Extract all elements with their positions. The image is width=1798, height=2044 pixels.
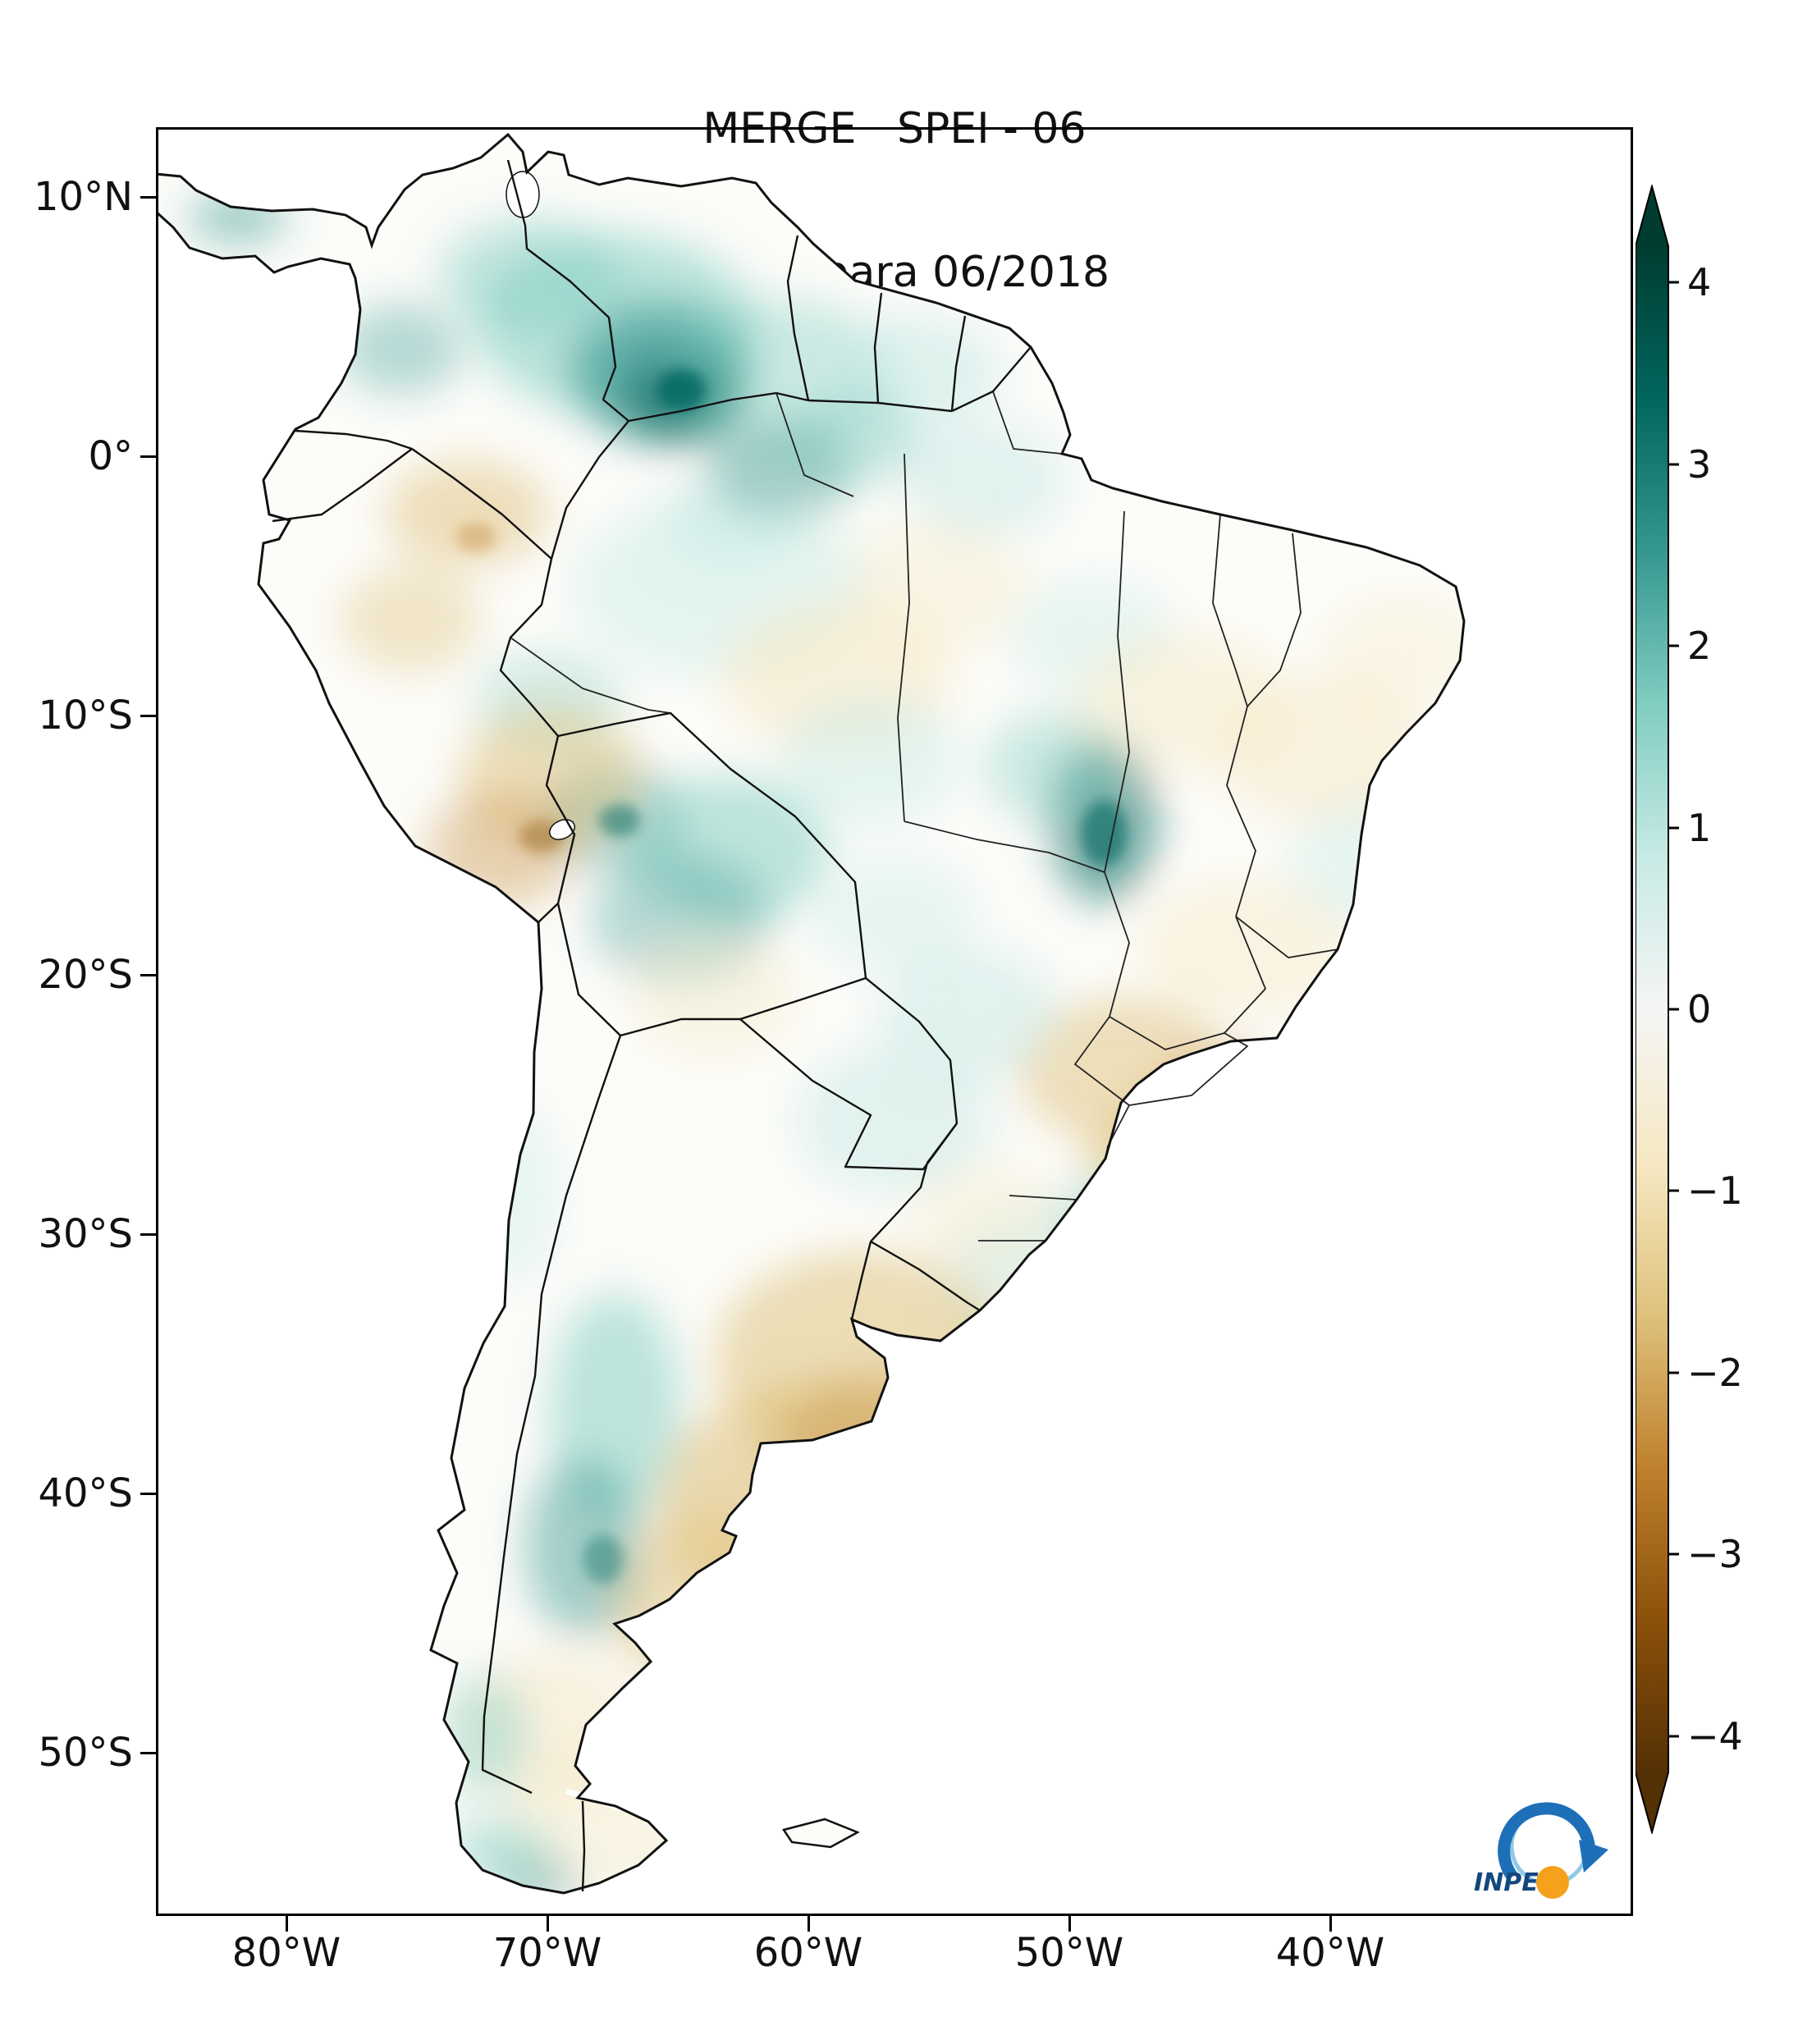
colorbar-tick-label: 2: [1687, 624, 1712, 668]
inpe-logo: INPE: [1467, 1799, 1625, 1907]
x-tick-mark: [1329, 1916, 1332, 1932]
y-tick-label: 10°N: [34, 174, 133, 220]
colorbar-tick-label: −3: [1687, 1532, 1743, 1576]
x-tick-mark: [286, 1916, 288, 1932]
x-tick-label: 60°W: [753, 1930, 863, 1976]
x-tick-label: 40°W: [1275, 1930, 1385, 1976]
y-tick-mark: [140, 196, 156, 199]
y-tick-label: 30°S: [38, 1211, 133, 1257]
country-borders: [272, 159, 1032, 1892]
y-tick-mark: [140, 715, 156, 717]
colorbar: [1636, 185, 1679, 1834]
colorbar-tick-label: −2: [1687, 1351, 1743, 1395]
lake-maracaibo: [506, 171, 540, 218]
falkland-islands: [781, 1818, 860, 1849]
inpe-logo-text: INPE: [1474, 1868, 1539, 1897]
colorbar-tick-label: 4: [1687, 260, 1712, 304]
y-tick-mark: [140, 455, 156, 458]
colorbar-tick-label: −4: [1687, 1714, 1743, 1758]
x-tick-mark: [807, 1916, 810, 1932]
colorbar-tick-label: 3: [1687, 442, 1712, 487]
inpe-logo-arrowhead-icon: [1579, 1840, 1608, 1873]
y-tick-label: 0°: [88, 433, 133, 479]
inpe-logo-graphic: INPE: [1474, 1802, 1608, 1899]
y-tick-mark: [140, 1233, 156, 1236]
colorbar-gradient: [1636, 185, 1669, 1834]
brazil-state-borders: [510, 391, 1338, 1241]
x-tick-label: 50°W: [1014, 1930, 1124, 1976]
y-tick-label: 40°S: [38, 1470, 133, 1516]
y-tick-label: 10°S: [38, 693, 133, 738]
y-tick-mark: [140, 1493, 156, 1495]
colorbar-tick-label: −1: [1687, 1168, 1743, 1213]
x-tick-mark: [547, 1916, 549, 1932]
x-tick-label: 70°W: [492, 1930, 602, 1976]
y-tick-label: 50°S: [38, 1730, 133, 1776]
y-tick-mark: [140, 1752, 156, 1754]
colorbar-tick-label: 0: [1687, 987, 1712, 1031]
colorbar-tick-marks: [1668, 281, 1679, 1738]
inpe-logo-arrow-icon: [1498, 1802, 1596, 1881]
y-tick-mark: [140, 974, 156, 976]
south-america-map: [156, 133, 1466, 1895]
y-tick-label: 20°S: [38, 952, 133, 998]
colorbar-tick-label: 1: [1687, 806, 1712, 850]
inpe-logo-sphere-icon: [1536, 1866, 1569, 1899]
x-tick-mark: [1068, 1916, 1071, 1932]
x-tick-label: 80°W: [231, 1930, 341, 1976]
